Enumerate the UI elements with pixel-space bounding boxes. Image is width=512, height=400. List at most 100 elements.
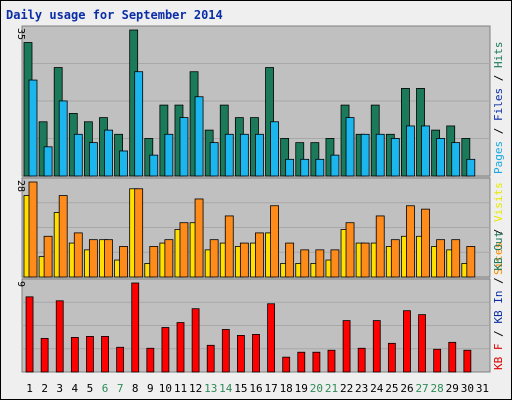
- x-tick-label-14: 14: [219, 382, 233, 395]
- bar-sites-day-8: [134, 188, 144, 278]
- bar-sites-day-5: [88, 239, 98, 278]
- bar-sites-day-6: [104, 239, 113, 278]
- bar-kb-f-day-2: [40, 337, 49, 373]
- y-max-label-bottom: 9: [15, 281, 26, 287]
- bar-kb-f-day-12: [191, 308, 200, 373]
- x-tick-label-30: 30: [461, 382, 474, 395]
- x-tick-label-22: 22: [340, 382, 353, 395]
- bar-files-day-28: [436, 138, 446, 177]
- x-tick-label-11: 11: [174, 382, 187, 395]
- bar-files-day-7: [119, 150, 128, 177]
- bar-kb-f-day-17: [267, 303, 275, 373]
- bar-sites-day-21: [330, 249, 340, 278]
- bar-files-day-27: [421, 125, 430, 177]
- x-tick-label-1: 1: [26, 382, 33, 395]
- bar-files-day-10: [164, 133, 174, 177]
- bar-files-day-25: [390, 138, 400, 177]
- x-tick-label-23: 23: [355, 382, 368, 395]
- bar-files-day-2: [43, 146, 53, 177]
- bar-sites-day-17: [270, 205, 279, 278]
- bar-files-day-13: [209, 142, 219, 177]
- bar-kb-f-day-22: [342, 320, 351, 373]
- bar-sites-day-7: [119, 246, 128, 278]
- bar-sites-day-4: [73, 232, 83, 278]
- bar-kb-f-day-3: [55, 300, 64, 373]
- bar-kb-f-day-11: [176, 322, 185, 373]
- x-tick-label-7: 7: [117, 382, 124, 395]
- bar-files-day-20: [315, 158, 325, 177]
- side-label-part: /: [492, 271, 505, 291]
- bar-files-day-4: [73, 133, 83, 177]
- side-label-part: /: [492, 324, 505, 344]
- x-tick-label-18: 18: [280, 382, 293, 395]
- bar-kb-f-day-10: [161, 327, 170, 373]
- bar-kb-f-day-5: [86, 335, 94, 373]
- x-tick-label-4: 4: [72, 382, 79, 395]
- bar-files-day-16: [255, 133, 264, 177]
- bar-files-day-15: [239, 133, 249, 177]
- side-label-part: KB F: [492, 344, 505, 371]
- bar-files-day-26: [406, 125, 415, 177]
- bar-hits-day-30: [461, 138, 471, 177]
- bar-hits-day-18: [280, 138, 290, 177]
- side-label-part: Pages: [492, 141, 505, 174]
- side-label-part: Sites: [492, 242, 505, 275]
- side-label-part: /: [492, 68, 505, 88]
- bar-files-day-21: [330, 154, 340, 177]
- bar-kb-f-day-19: [297, 351, 306, 373]
- side-label-top: Pages / Files / Hits: [492, 42, 505, 175]
- bar-sites-day-29: [451, 239, 461, 278]
- x-tick-label-20: 20: [310, 382, 323, 395]
- x-tick-label-28: 28: [431, 382, 444, 395]
- x-tick-label-24: 24: [370, 382, 384, 395]
- bar-kb-f-day-15: [237, 335, 245, 373]
- x-tick-label-25: 25: [385, 382, 398, 395]
- bar-files-day-5: [88, 142, 98, 177]
- x-tick-label-2: 2: [41, 382, 48, 395]
- bar-sites-day-14: [224, 215, 234, 278]
- x-tick-label-19: 19: [295, 382, 308, 395]
- bar-sites-day-9: [149, 246, 159, 278]
- side-label-part: KB In: [492, 291, 505, 324]
- bar-kb-f-day-28: [433, 348, 442, 373]
- bar-kb-f-day-4: [70, 336, 79, 373]
- bar-kb-f-day-8: [131, 282, 140, 373]
- bar-sites-day-27: [421, 208, 430, 278]
- bar-sites-day-13: [209, 239, 219, 278]
- bar-sites-day-2: [43, 235, 53, 278]
- x-tick-label-10: 10: [159, 382, 172, 395]
- chart-title: Daily usage for September 2014: [6, 8, 223, 22]
- x-tick-label-9: 9: [147, 382, 154, 395]
- side-label-part: KB Out: [492, 231, 505, 271]
- bar-sites-day-19: [300, 249, 310, 278]
- bar-files-day-24: [375, 133, 385, 177]
- bar-sites-day-1: [28, 181, 38, 278]
- bar-files-day-14: [224, 133, 234, 177]
- bar-sites-day-28: [436, 239, 446, 278]
- x-tick-label-15: 15: [234, 382, 247, 395]
- bar-files-day-9: [149, 154, 159, 177]
- x-tick-label-6: 6: [102, 382, 109, 395]
- bar-files-day-30: [466, 158, 476, 177]
- y-max-label-top: 35: [15, 28, 26, 40]
- bar-kb-f-day-21: [327, 349, 336, 373]
- bar-sites-day-30: [466, 246, 476, 278]
- side-label-part: Visits: [492, 182, 505, 222]
- bar-sites-day-24: [375, 215, 385, 278]
- bar-files-day-11: [179, 117, 189, 177]
- bar-sites-day-26: [406, 205, 415, 278]
- bar-sites-day-3: [58, 195, 68, 278]
- x-tick-label-17: 17: [264, 382, 277, 395]
- bar-files-day-19: [300, 158, 310, 177]
- bar-sites-day-11: [179, 222, 189, 278]
- bar-files-day-8: [134, 71, 144, 177]
- x-tick-label-8: 8: [132, 382, 139, 395]
- x-tick-label-13: 13: [204, 382, 217, 395]
- side-label-part: /: [492, 121, 505, 141]
- bar-kb-f-day-26: [403, 310, 411, 373]
- bar-sites-day-25: [390, 239, 400, 278]
- bar-sites-day-16: [255, 232, 264, 278]
- bar-files-day-29: [451, 142, 461, 177]
- x-tick-label-12: 12: [189, 382, 202, 395]
